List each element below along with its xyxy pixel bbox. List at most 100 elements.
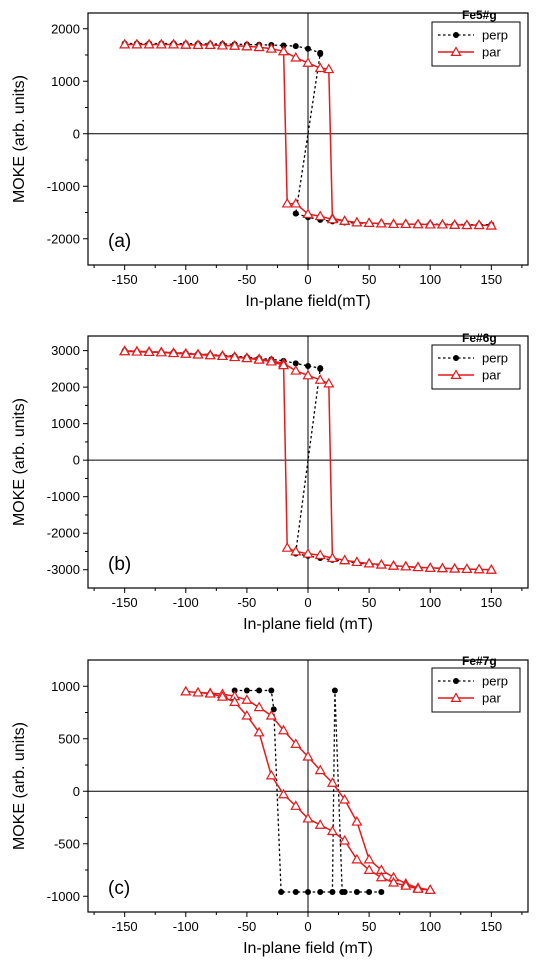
data-point-perp [268,687,275,694]
data-point-par [351,853,363,864]
data-point-par [314,764,326,775]
data-point-par [290,738,302,748]
series-line-perp [234,689,382,893]
data-point-par [363,853,375,864]
data-point-perp [329,889,336,896]
data-point-par [323,63,335,74]
y-tick-label: 500 [58,731,80,746]
data-point-par [290,545,302,556]
data-point-par [461,219,473,230]
data-point-par [180,348,192,358]
x-tick-label: -100 [173,595,199,610]
data-point-par [326,777,338,787]
x-axis-label: In-plane field(mT) [245,293,370,310]
data-point-par [168,38,180,49]
y-tick-label: 2000 [51,380,80,395]
data-point-perp [292,360,299,367]
data-point-par [265,42,277,53]
data-point-par [290,364,302,375]
data-point-par [351,216,363,227]
data-point-par [241,709,253,720]
data-point-par [326,213,338,224]
y-tick-label: 0 [73,453,80,468]
data-point-par [229,696,241,706]
x-tick-label: -100 [173,272,199,287]
y-tick-label: 2000 [51,21,80,36]
data-point-par [400,560,412,571]
data-point-par [290,800,302,810]
data-point-par [473,563,485,574]
legend-label-perp: perp [482,351,508,366]
data-point-perp [256,687,263,694]
legend-box [431,344,521,390]
y-tick-label: -1000 [47,179,80,194]
series-perp [231,687,385,896]
data-point-par [192,39,204,50]
legend: Fe5#g perp par [431,8,521,67]
x-tick-label: 0 [304,595,311,610]
legend-label-par: par [482,45,501,60]
data-point-par [192,686,204,697]
data-point-par [302,547,314,558]
data-point-par [424,562,436,572]
data-point-par [216,691,228,701]
data-point-par [449,219,461,229]
data-point-par [192,348,204,359]
y-tick-label: -3000 [47,562,80,577]
series-par [119,345,497,574]
data-point-par [314,819,326,829]
data-point-perp [278,889,285,896]
data-point-par [363,557,375,568]
data-point-par [339,554,351,565]
data-point-perp [317,50,324,57]
x-tick-label: 50 [362,919,376,934]
data-point-perp [231,687,238,694]
x-tick-label: -150 [112,595,138,610]
data-point-par [314,374,326,384]
data-point-par [278,45,290,56]
data-point-par [143,38,155,49]
y-tick-label: -500 [54,836,80,851]
x-tick-label: 100 [419,272,441,287]
data-point-perp [292,210,299,217]
data-point-par [241,694,253,704]
data-point-par [375,217,387,228]
data-point-perp [378,889,385,896]
data-point-par [375,871,387,882]
data-point-perp [317,889,324,896]
data-point-perp [305,45,311,52]
data-point-par [436,218,448,229]
y-axis-label: MOKE (arb. units) [11,75,28,203]
data-point-par [278,359,290,370]
x-tick-label: 100 [419,919,441,934]
y-tick-label: -2000 [47,526,80,541]
data-point-par [155,346,167,357]
data-point-par [388,876,400,887]
data-point-par [216,39,228,50]
data-point-par [424,218,436,229]
data-point-perp [331,687,338,694]
data-point-par [400,880,412,890]
data-point-par [253,41,265,52]
data-point-par [375,558,387,569]
legend-title: Fe5#g [462,8,497,22]
data-point-par [241,40,253,51]
data-point-par [363,864,375,874]
y-tick-label: 1000 [51,679,80,694]
data-point-par [290,51,302,62]
y-tick-label: 0 [73,784,80,799]
data-point-perp [317,365,324,372]
data-point-par [204,349,216,360]
x-axis-label: In-plane field (mT) [243,616,373,633]
data-point-perp [305,889,311,896]
x-tick-label: 50 [362,595,376,610]
legend-box [431,21,521,67]
data-point-par [216,350,228,361]
data-point-par [461,563,473,573]
legend-label-perp: perp [482,28,508,43]
data-point-par [229,351,241,362]
data-point-perp [292,889,299,896]
data-point-par [143,346,155,357]
data-point-perp [292,43,299,50]
legend: Fe#6g perp par [431,331,521,390]
